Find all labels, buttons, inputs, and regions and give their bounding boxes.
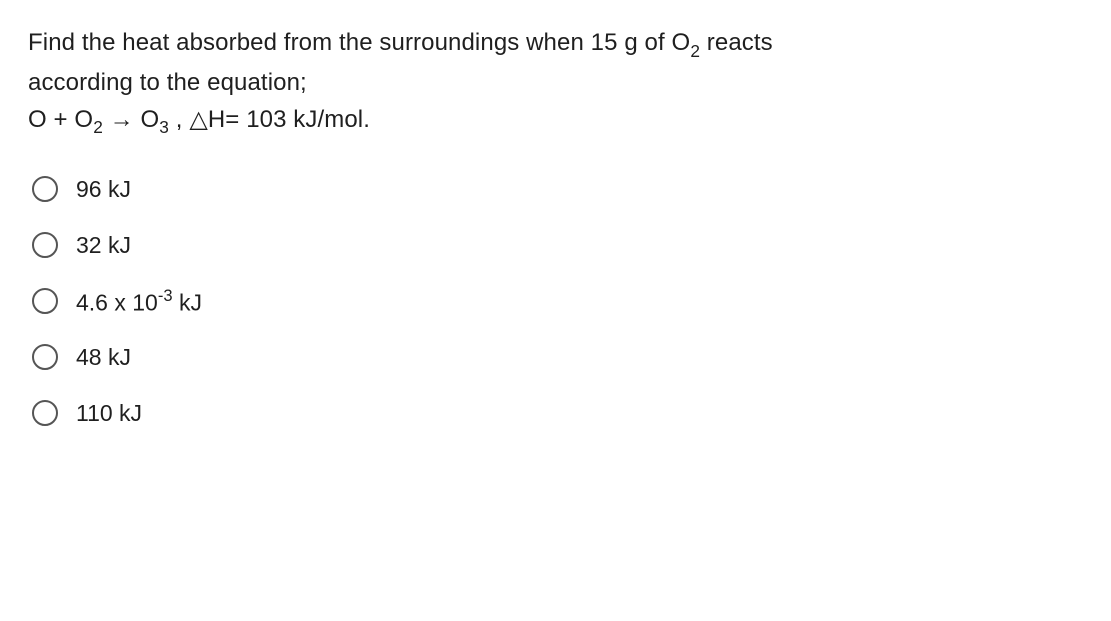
eq-delta: △ bbox=[189, 106, 208, 133]
option-4-label: 110 kJ bbox=[76, 402, 142, 425]
option-2-post: kJ bbox=[173, 289, 202, 315]
radio-icon bbox=[32, 288, 58, 314]
option-2-label: 4.6 x 10-3 kJ bbox=[76, 289, 202, 315]
eq-comma: , bbox=[169, 106, 189, 133]
option-1-label: 32 kJ bbox=[76, 234, 131, 257]
option-3[interactable]: 48 kJ bbox=[32, 344, 1083, 370]
radio-icon bbox=[32, 400, 58, 426]
eq-sub1: 2 bbox=[93, 117, 103, 137]
question-line1-sub: 2 bbox=[690, 41, 700, 61]
question-line2: according to the equation; bbox=[28, 69, 307, 96]
eq-H: H= 103 kJ/mol. bbox=[208, 106, 370, 133]
option-2[interactable]: 4.6 x 10-3 kJ bbox=[32, 288, 1083, 314]
option-2-sup: -3 bbox=[158, 286, 173, 305]
eq-sub2: 3 bbox=[159, 117, 169, 137]
radio-icon bbox=[32, 344, 58, 370]
radio-icon bbox=[32, 176, 58, 202]
options-list: 96 kJ 32 kJ 4.6 x 10-3 kJ 48 kJ 110 kJ bbox=[28, 176, 1083, 426]
option-1[interactable]: 32 kJ bbox=[32, 232, 1083, 258]
option-2-pre: 4.6 x 10 bbox=[76, 289, 158, 315]
question-text: Find the heat absorbed from the surround… bbox=[28, 24, 1083, 140]
option-4[interactable]: 110 kJ bbox=[32, 400, 1083, 426]
option-0-label: 96 kJ bbox=[76, 178, 131, 201]
question-line1-post: reacts bbox=[700, 29, 773, 56]
radio-icon bbox=[32, 232, 58, 258]
eq-arrow: → O bbox=[103, 106, 159, 133]
eq-part1: O + O bbox=[28, 106, 93, 133]
option-3-label: 48 kJ bbox=[76, 346, 131, 369]
question-line1-pre: Find the heat absorbed from the surround… bbox=[28, 29, 690, 56]
option-0[interactable]: 96 kJ bbox=[32, 176, 1083, 202]
